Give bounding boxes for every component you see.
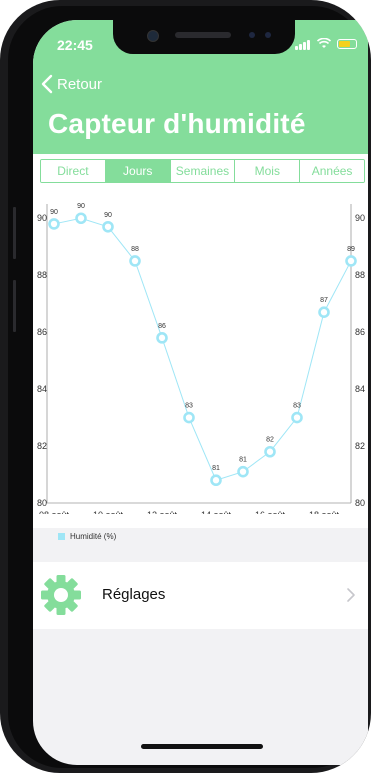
tab-mois[interactable]: Mois: [235, 160, 301, 182]
signal-icon: [295, 46, 298, 50]
chart-card: Direct Jours Semaines Mois Années 80 80 82 82 84…: [33, 154, 368, 541]
data-point: [291, 411, 303, 424]
x-tick-label: 10 août: [93, 510, 124, 514]
data-point: [345, 255, 357, 267]
y-tick-label-right: 80: [355, 498, 365, 508]
x-tick-label: 14 août: [201, 510, 232, 514]
data-label: 90: [77, 203, 85, 210]
back-label: Retour: [57, 75, 103, 93]
y-tick-label-left: 84: [37, 384, 47, 394]
data-label: 87: [320, 297, 328, 304]
y-tick-label-right: 84: [355, 384, 365, 394]
legend-swatch: [58, 533, 65, 540]
page-title: Capteur d'humidité: [48, 108, 306, 139]
notch: [113, 20, 295, 54]
period-segmented-control: Direct Jours Semaines Mois Années: [40, 159, 365, 183]
data-label: 81: [239, 457, 247, 464]
y-tick-label-left: 80: [37, 498, 47, 508]
x-tick-label: 18 août: [309, 510, 340, 514]
battery-icon: [337, 39, 357, 49]
data-point: [102, 220, 114, 233]
volume-up-button: [13, 207, 16, 259]
x-tick-label: 16 août: [255, 510, 286, 514]
data-point: [156, 332, 168, 344]
humidity-chart: 80808282848486868888909008 août10 août12…: [37, 203, 365, 514]
wifi-icon: [317, 38, 331, 48]
data-label: 83: [185, 403, 193, 410]
front-camera: [147, 30, 159, 42]
data-label: 86: [158, 323, 166, 330]
y-tick-label-right: 90: [355, 213, 365, 223]
y-tick-label-right: 86: [355, 327, 365, 337]
y-tick-label-right: 82: [355, 441, 365, 451]
volume-down-button: [13, 280, 16, 332]
gear-icon: [41, 575, 81, 615]
data-point: [75, 212, 87, 225]
series-line: [53, 217, 352, 481]
data-label: 89: [347, 246, 355, 253]
y-tick-label-right: 88: [355, 270, 365, 280]
back-button[interactable]: Retour: [39, 73, 102, 95]
data-label: 90: [104, 212, 112, 219]
tab-jours[interactable]: Jours: [105, 160, 171, 182]
app-header: 22:45: [33, 20, 368, 154]
data-point: [48, 218, 60, 230]
data-label: 82: [266, 437, 274, 444]
x-tick-label: 08 août: [39, 510, 70, 514]
chevron-left-icon: [41, 74, 53, 94]
chevron-right-icon: [347, 588, 355, 602]
screen: 22:45: [33, 20, 368, 765]
data-point: [237, 465, 249, 478]
x-tick-label: 12 août: [147, 510, 178, 514]
data-point: [183, 411, 195, 424]
legend-label: Humidité (%): [70, 532, 117, 541]
status-time: 22:45: [57, 37, 93, 53]
data-label: 83: [293, 403, 301, 410]
y-tick-label-left: 90: [37, 213, 47, 223]
data-point: [129, 255, 141, 267]
data-point: [264, 445, 276, 458]
status-icons: [295, 38, 361, 50]
y-tick-label-left: 88: [37, 270, 47, 280]
data-label: 81: [212, 465, 220, 472]
data-label: 90: [50, 209, 58, 216]
y-tick-label-left: 82: [37, 441, 47, 451]
speaker: [175, 32, 231, 38]
settings-row[interactable]: Réglages: [33, 562, 368, 629]
tab-direct[interactable]: Direct: [41, 160, 106, 182]
settings-label: Réglages: [102, 586, 166, 603]
data-label: 88: [131, 246, 139, 253]
tab-annees[interactable]: Années: [300, 160, 364, 182]
tab-semaines[interactable]: Semaines: [170, 160, 236, 182]
y-tick-label-left: 86: [37, 327, 47, 337]
home-indicator: [141, 744, 263, 749]
data-point: [318, 306, 330, 319]
chart-legend: Humidité (%): [58, 532, 116, 541]
data-point: [210, 474, 222, 487]
